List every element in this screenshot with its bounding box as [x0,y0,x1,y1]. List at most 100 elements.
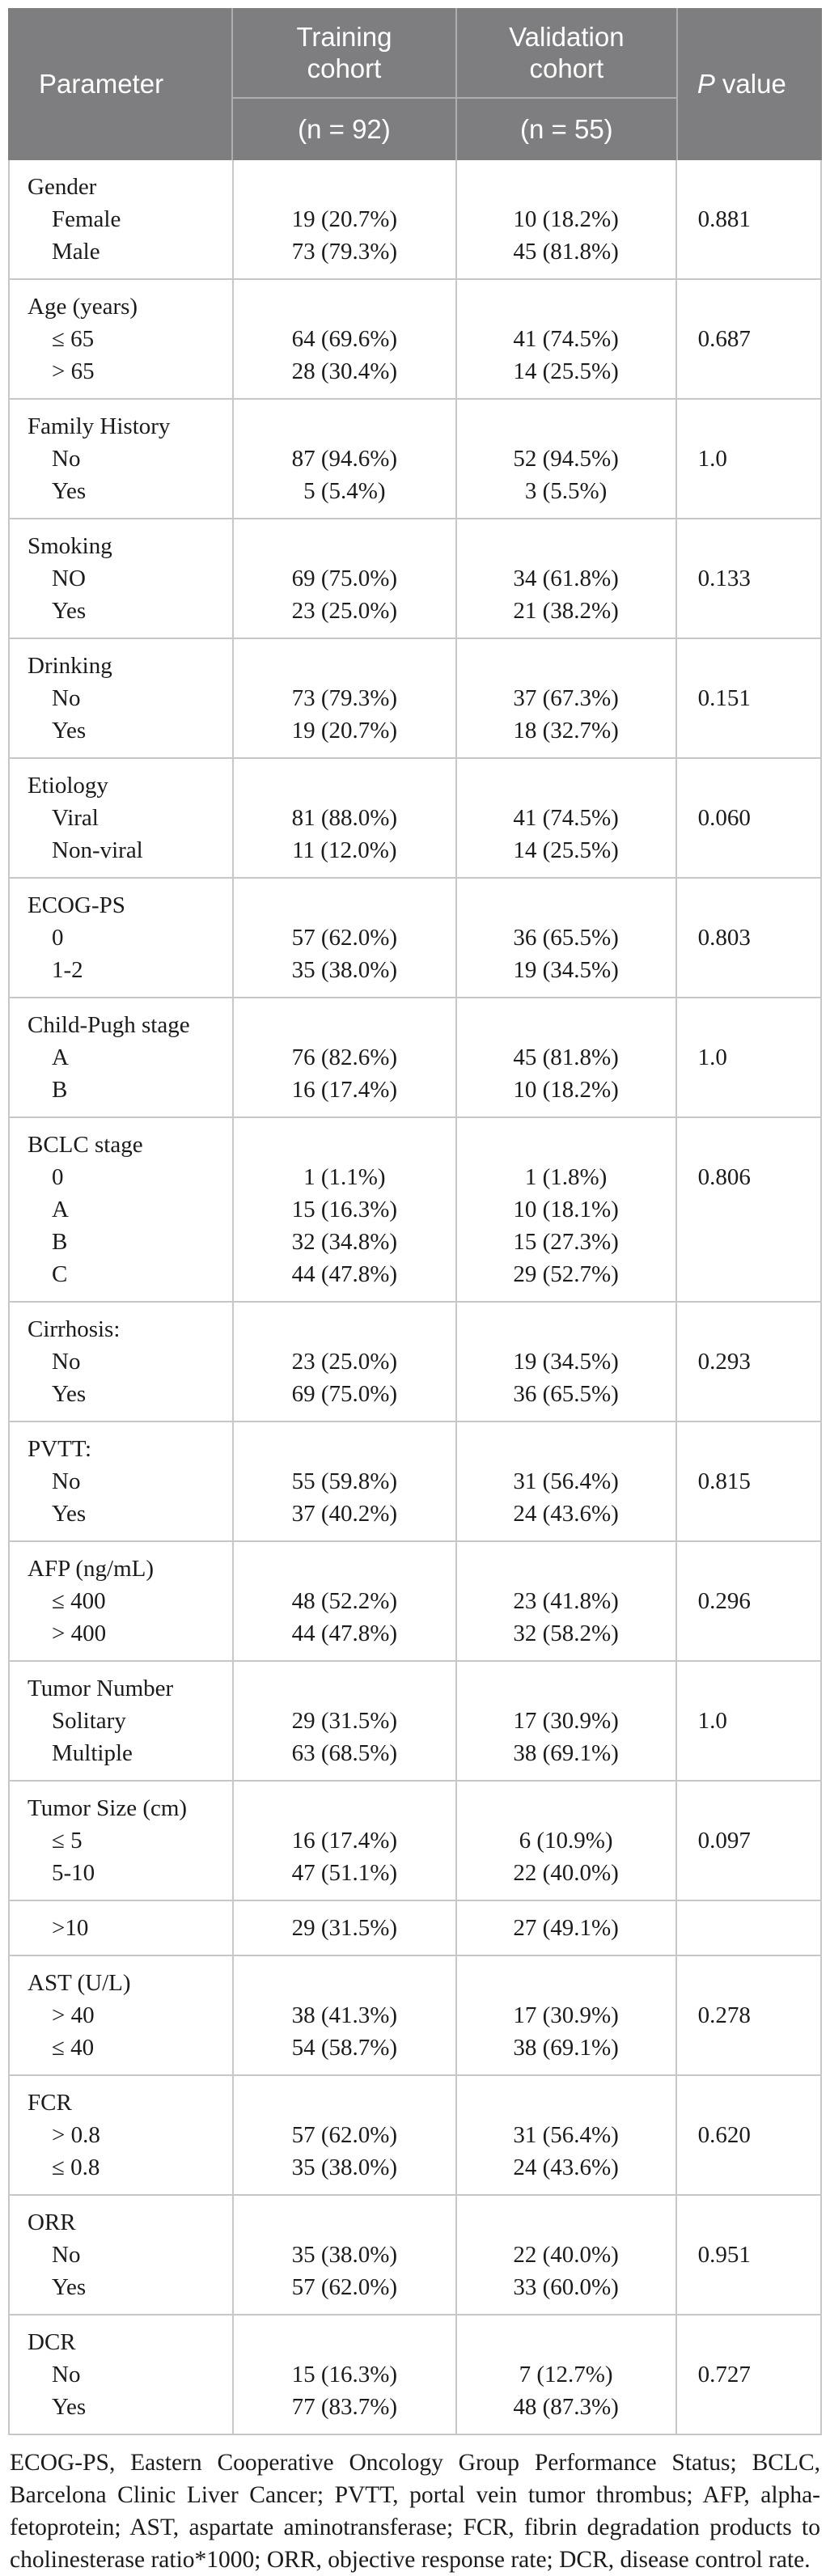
parameter-column: FCR > 0.8 ≤ 0.8 [10,2087,232,2184]
training-value: 69 (75.0%) [291,566,398,591]
validation-value: 21 (38.2%) [513,598,619,624]
training-value: 16 (17.4%) [291,1828,398,1854]
training-column: 81 (88.0%) 11 (12.0%) [232,759,455,877]
param-group-row: FCR > 0.8 ≤ 0.8 57 (62.0%) 35 (38.0%) 31 (56.… [8,2076,822,2196]
spacer [234,769,455,802]
spacer [457,171,675,203]
validation-value: 31 (56.4%) [513,1468,619,1494]
spacer [677,171,820,203]
spacer [234,290,455,323]
parameter-sub-label: 1-2 [52,957,83,983]
parameter-sub-label: Multiple [52,1740,133,1766]
param-group-row: ECOG-PS 0 1-2 57 (62.0%) 35 (38.0%) 36 (65.5%… [8,879,822,998]
spacer [677,2326,820,2358]
training-column: 87 (94.6%) 5 (5.4%) [232,400,455,518]
p-value [677,954,820,986]
spacer [234,1672,455,1705]
p-value: 1.0 [697,1708,727,1734]
spacer [677,1672,820,1705]
spacer [457,1433,675,1465]
header-p-value: P value [675,8,822,160]
validation-value: 27 (49.1%) [513,1915,619,1941]
parameter-column: BCLC stage 0 A B C [10,1129,232,1290]
parameter-column: Child-Pugh stage A B [10,1009,232,1106]
training-column: 57 (62.0%) 35 (38.0%) [232,879,455,997]
validation-value: 45 (81.8%) [513,239,619,265]
parameter-group-label: ORR [28,2210,76,2235]
spacer [234,530,455,562]
spacer [677,410,820,443]
validation-value: 45 (81.8%) [513,1044,619,1070]
p-value [677,1912,820,1944]
parameter-column: ECOG-PS 0 1-2 [10,889,232,986]
validation-column: 34 (61.8%) 21 (38.2%) [455,519,675,638]
p-value [677,1074,820,1106]
spacer [457,2206,675,2239]
validation-column: 17 (30.9%) 38 (69.1%) [455,1956,675,2074]
spacer [677,889,820,922]
p-value [677,1226,820,1258]
spacer [234,410,455,443]
spacer [457,889,675,922]
validation-value: 23 (41.8%) [513,1588,619,1614]
parameter-sub-label: Yes [52,1501,87,1527]
validation-column: 19 (34.5%) 36 (65.5%) [455,1303,675,1421]
p-value: 0.620 [697,2122,751,2148]
training-column: 48 (52.2%) 44 (47.8%) [232,1542,455,1660]
validation-value: 22 (40.0%) [513,1860,619,1886]
training-column: 73 (79.3%) 19 (20.7%) [232,639,455,757]
training-value: 57 (62.0%) [291,2274,398,2300]
validation-column: 41 (74.5%) 14 (25.5%) [455,280,675,398]
spacer [234,2326,455,2358]
parameter-group-label: PVTT: [28,1436,92,1462]
training-value: 73 (79.3%) [291,239,398,265]
training-value: 15 (16.3%) [291,1197,398,1222]
parameter-group-label: AFP (ng/mL) [28,1556,155,1582]
parameter-group-label: Child-Pugh stage [28,1012,190,1038]
validation-value: 19 (34.5%) [513,957,619,983]
spacer [234,1129,455,1161]
parameter-group-label: Age (years) [28,294,138,320]
param-group-row: >10 29 (31.5%) 27 (49.1%) [8,1901,822,1956]
validation-value: 37 (67.3%) [513,685,619,711]
validation-column: 17 (30.9%) 38 (69.1%) [455,1662,675,1780]
param-group-row: Gender Female Male 19 (20.7%) 73 (79.3%) 10 (… [8,160,822,280]
spacer [457,530,675,562]
parameter-column: Age (years) ≤ 65 > 65 [10,290,232,388]
spacer [677,1129,820,1161]
parameter-sub-label: Male [52,239,100,265]
training-value: 37 (40.2%) [291,1501,398,1527]
validation-value: 1 (1.8%) [524,1164,608,1190]
param-group-row: Tumor Number Solitary Multiple 29 (31.5%) 63… [8,1662,822,1782]
parameter-group-label: Tumor Number [28,1676,174,1701]
p-value-column: 1.0 [675,1662,820,1780]
spacer [234,1967,455,1999]
table-body: Gender Female Male 19 (20.7%) 73 (79.3%) 10 (… [8,160,822,2435]
validation-column: 22 (40.0%) 33 (60.0%) [455,2196,675,2314]
validation-value: 34 (61.8%) [513,566,619,591]
header-p-rest: value [722,69,786,99]
param-group-row: Etiology Viral Non-viral 81 (88.0%) 11 (12.0… [8,759,822,879]
validation-value: 22 (40.0%) [513,2242,619,2268]
spacer [677,1553,820,1585]
training-value: 15 (16.3%) [291,2362,398,2387]
validation-column: 27 (49.1%) [455,1901,675,1955]
spacer [234,1313,455,1345]
spacer [457,1967,675,1999]
validation-value: 41 (74.5%) [513,805,619,831]
param-group-row: AFP (ng/mL) ≤ 400 > 400 48 (52.2%) 44 (47.8%… [8,1542,822,1662]
p-value: 1.0 [697,1044,727,1070]
parameter-group-label: Cirrhosis: [28,1316,121,1342]
training-value: 19 (20.7%) [291,718,398,744]
validation-value: 24 (43.6%) [513,1501,619,1527]
training-column: 15 (16.3%) 77 (83.7%) [232,2315,455,2434]
validation-column: 1 (1.8%) 10 (18.1%) 15 (27.3%) 29 (52.7%) [455,1118,675,1301]
training-column: 29 (31.5%) [232,1901,455,1955]
spacer [234,1792,455,1824]
parameter-column: Gender Female Male [10,171,232,268]
training-column: 76 (82.6%) 16 (17.4%) [232,998,455,1116]
validation-value: 19 (34.5%) [513,1349,619,1375]
param-group-row: Child-Pugh stage A B 76 (82.6%) 16 (17.4%) 45… [8,998,822,1118]
p-value-column: 0.097 [675,1782,820,1900]
parameter-sub-label: >10 [52,1915,89,1941]
